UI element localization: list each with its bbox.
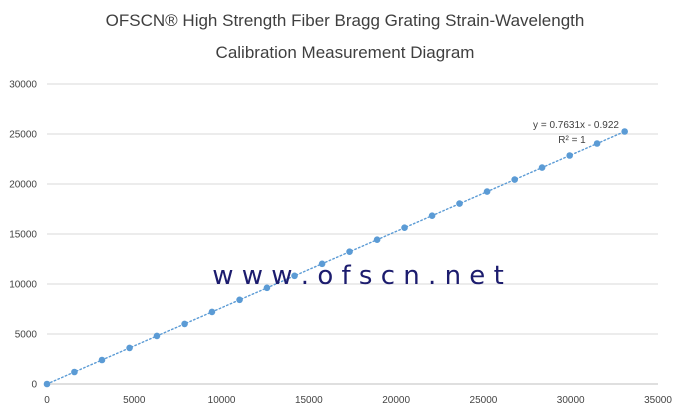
data-point-8: [263, 284, 271, 292]
annotations: y = 0.7631x - 0.922 R² = 1 w w w . o f s…: [212, 120, 619, 291]
data-point-21: [621, 128, 628, 135]
trendline-r2: R² = 1: [558, 135, 586, 146]
y-tick-label-6: 30000: [9, 80, 37, 91]
x-tick-label-0: 0: [44, 395, 50, 406]
x-tick-label-5: 25000: [470, 395, 498, 406]
x-tick-label-1: 5000: [123, 395, 146, 406]
data-point-1: [71, 368, 78, 376]
y-tick-label-4: 20000: [9, 180, 37, 191]
x-tick-label-7: 35000: [644, 395, 672, 406]
data-point-12: [373, 236, 381, 243]
gridlines: [47, 83, 658, 335]
data-point-3: [126, 344, 133, 352]
chart-title-line-2: Calibration Measurement Diagram: [215, 43, 475, 62]
data-point-0: [43, 380, 51, 388]
x-tick-label-3: 15000: [295, 395, 323, 406]
trendline-layer: [46, 130, 626, 385]
x-tick-label-2: 10000: [208, 395, 236, 406]
data-point-10: [318, 260, 326, 268]
data-point-2: [98, 356, 106, 364]
y-tick-label-0: 0: [31, 380, 37, 391]
data-point-4: [153, 332, 161, 340]
trendline: [46, 130, 626, 385]
data-point-18: [538, 164, 546, 171]
data-point-15: [456, 200, 463, 207]
x-tick-label-6: 30000: [557, 395, 585, 406]
tick-labels: 0 5000 10000 15000 20000 25000 30000 0 5000 10000…: [9, 80, 672, 407]
y-tick-label-3: 15000: [9, 230, 37, 241]
trendline-equation: y = 0.7631x - 0.922: [533, 120, 619, 131]
data-point-11: [346, 248, 353, 255]
data-point-14: [428, 212, 436, 219]
data-points: [43, 128, 628, 388]
watermark-text: w w w . o f s c n . n e t: [212, 261, 504, 291]
data-point-7: [236, 296, 243, 304]
y-tick-label-1: 5000: [15, 330, 38, 341]
y-tick-label-5: 25000: [9, 130, 37, 141]
data-point-16: [483, 188, 491, 195]
data-point-19: [566, 152, 573, 159]
data-point-5: [181, 320, 188, 328]
data-point-20: [593, 140, 601, 147]
data-point-9: [291, 272, 298, 280]
data-point-6: [208, 308, 216, 316]
data-point-13: [401, 224, 408, 231]
x-tick-label-4: 20000: [382, 395, 410, 406]
chart-title-line-1: OFSCN® High Strength Fiber Bragg Grating…: [105, 11, 585, 30]
data-point-17: [511, 176, 518, 183]
y-tick-label-2: 10000: [9, 280, 37, 291]
